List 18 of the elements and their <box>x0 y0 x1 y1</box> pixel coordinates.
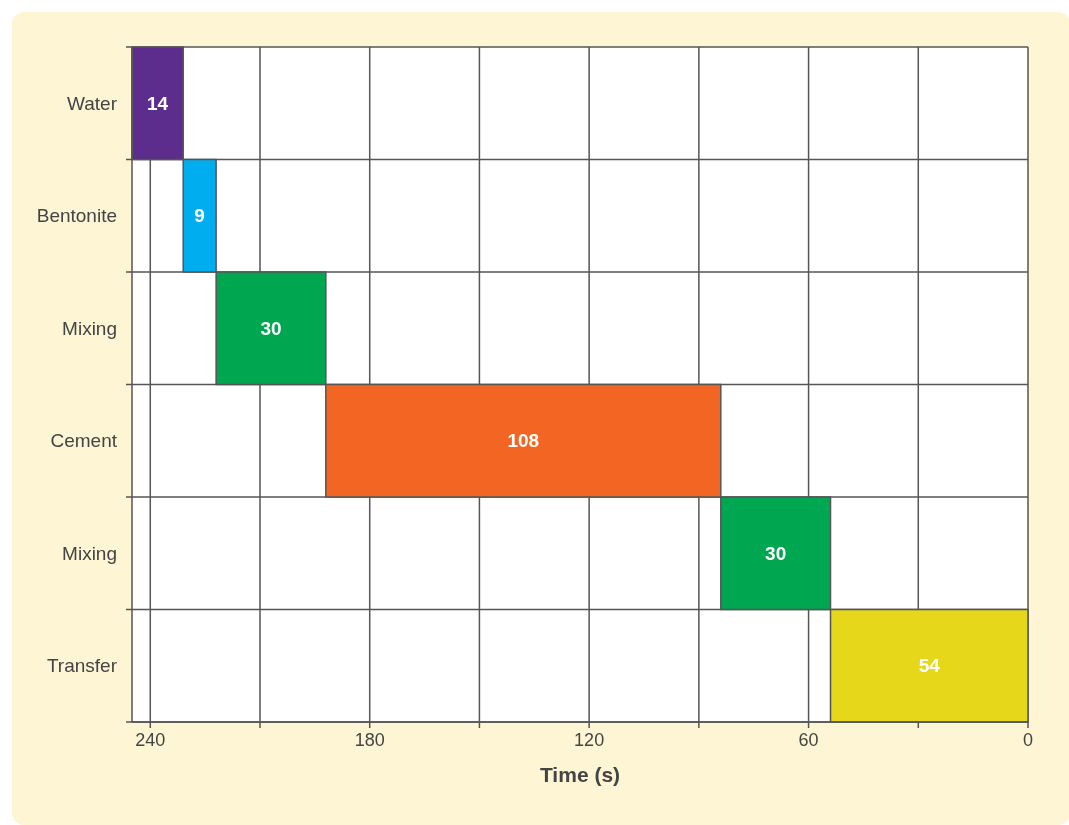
y-tick-label: Transfer <box>46 655 118 677</box>
y-tick-label: Mixing <box>62 542 117 564</box>
x-tick-label: 180 <box>354 730 385 750</box>
x-axis-title: Time (s) <box>539 763 621 786</box>
y-tick-label: Cement <box>50 430 118 452</box>
data-label: 30 <box>765 542 787 564</box>
data-label: 108 <box>507 430 540 452</box>
data-label: 54 <box>918 655 941 677</box>
x-tick-label: 120 <box>574 730 605 750</box>
y-tick-label: Water <box>67 92 118 114</box>
data-label: 30 <box>260 317 282 339</box>
y-tick-label: Mixing <box>62 317 117 339</box>
x-tick-label: 60 <box>798 730 819 750</box>
y-tick-label: Bentonite <box>36 205 117 227</box>
data-label: 9 <box>194 205 205 227</box>
x-tick-label: 240 <box>135 730 166 750</box>
data-label: 14 <box>147 92 169 114</box>
x-tick-label: 0 <box>1022 730 1034 750</box>
